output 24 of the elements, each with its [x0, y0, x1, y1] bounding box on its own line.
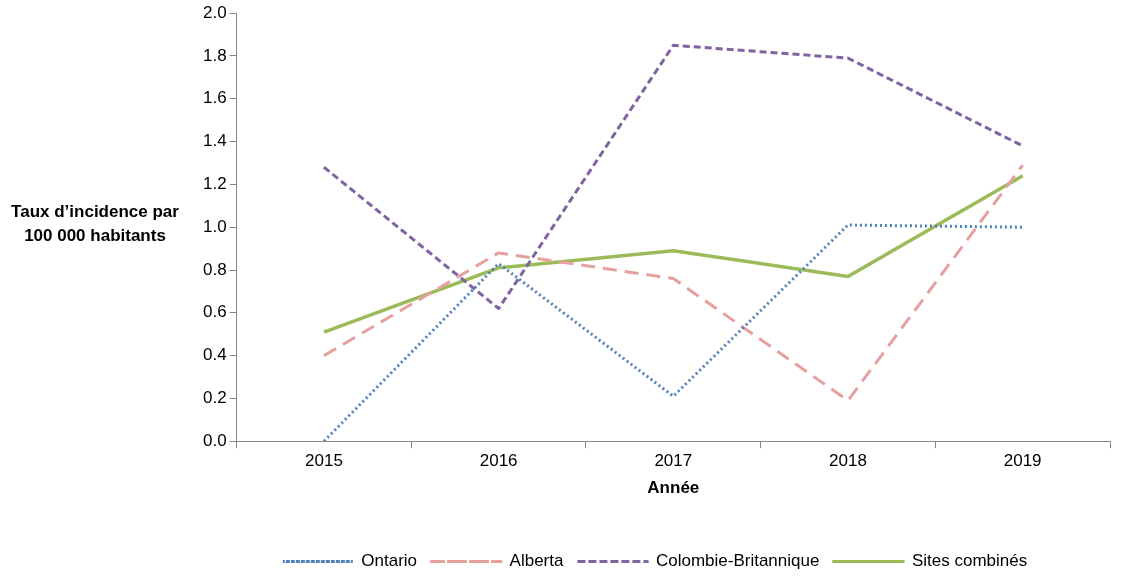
x-tick-label: 2015 — [305, 451, 343, 471]
x-tick-label: 2016 — [479, 451, 518, 471]
y-tick-label: 1.0 — [202, 216, 227, 236]
legend-label: Colombie-Britannique — [655, 551, 820, 571]
y-tick-label: 0.0 — [202, 430, 227, 450]
legend-label: Ontario — [361, 551, 418, 571]
line-series — [322, 163, 1025, 403]
x-tick-label: 2017 — [654, 451, 693, 471]
line-series — [322, 223, 1025, 442]
y-tick-label: 0.4 — [202, 345, 227, 365]
y-tick-label: 1.8 — [202, 45, 227, 65]
y-tick-label: 0.2 — [202, 388, 227, 408]
x-tick-label: 2018 — [829, 451, 867, 471]
y-tick-label: 1.6 — [202, 88, 227, 108]
x-axis-title: Année — [647, 478, 700, 498]
legend-label: Sites combinés — [911, 551, 1028, 571]
y-axis-title: Taux d’incidence par 100 000 habitants — [10, 201, 180, 247]
legend-label: Alberta — [509, 551, 564, 571]
y-tick-label: 0.8 — [202, 259, 227, 279]
y-tick-label: 0.6 — [202, 302, 227, 322]
y-tick-label: 2.0 — [202, 2, 227, 22]
y-tick-label: 1.4 — [202, 131, 227, 151]
y-tick-label: 1.2 — [202, 174, 227, 194]
x-tick-label: 2019 — [1003, 451, 1042, 471]
